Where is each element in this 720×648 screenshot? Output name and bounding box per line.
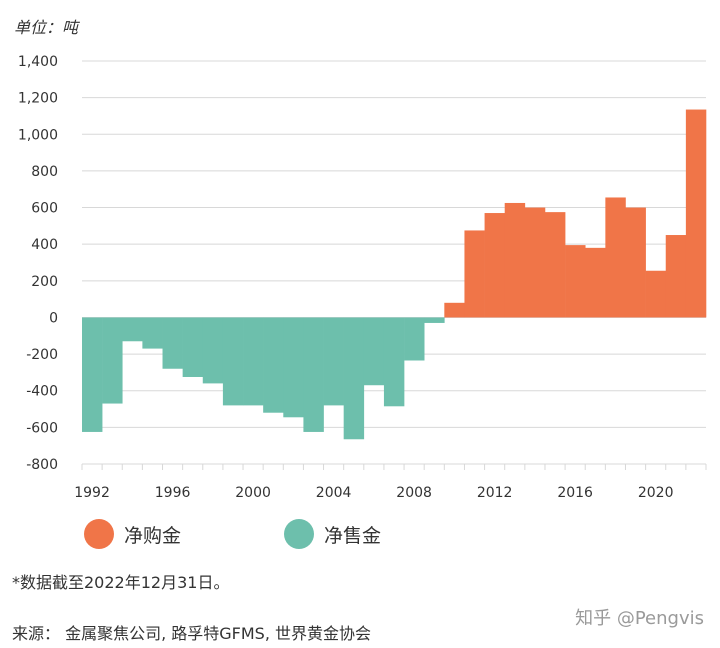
source-note: 来源： 金属聚焦公司, 路孚特GFMS, 世界黄金协会 bbox=[12, 624, 371, 643]
bar-2008 bbox=[404, 317, 425, 361]
bar-1998 bbox=[202, 317, 224, 384]
x-tick-label: 2016 bbox=[557, 485, 593, 501]
bar-2001 bbox=[263, 317, 284, 413]
bar-2017 bbox=[585, 247, 606, 318]
bar-2019 bbox=[625, 207, 646, 318]
legend-label-buy: 净购金 bbox=[124, 524, 182, 547]
bar-2004 bbox=[323, 317, 344, 406]
bar-1995 bbox=[142, 317, 163, 349]
bar-2003 bbox=[303, 317, 324, 432]
bar-2006 bbox=[363, 317, 385, 386]
y-tick-label: -200 bbox=[26, 347, 58, 363]
bar-1994 bbox=[122, 317, 143, 342]
watermark: 知乎 @Pengvis bbox=[575, 608, 704, 629]
bar-2015 bbox=[544, 212, 566, 318]
bar-2007 bbox=[383, 317, 405, 407]
x-tick-label: 1992 bbox=[74, 485, 110, 501]
y-tick-label: 1,400 bbox=[18, 54, 58, 70]
y-tick-label: -400 bbox=[26, 384, 58, 400]
x-tick-label: 1996 bbox=[155, 485, 191, 501]
legend-item-buy: 净购金 bbox=[84, 519, 181, 549]
bar-2022 bbox=[685, 109, 707, 318]
y-tick-label: 1,000 bbox=[18, 127, 58, 143]
unit-label: 单位：吨 bbox=[14, 18, 79, 37]
y-tick-label: 600 bbox=[31, 201, 58, 217]
net-gold-purchase-chart: 1,4001,2001,0008006004002000-200-400-600… bbox=[18, 54, 707, 501]
footnote: *数据截至2022年12月31日。 bbox=[12, 573, 230, 592]
bar-2000 bbox=[243, 317, 264, 406]
bars bbox=[82, 109, 707, 440]
y-tick-label: 400 bbox=[31, 237, 58, 253]
bar-1997 bbox=[182, 317, 204, 377]
x-tick-label: 2008 bbox=[396, 485, 432, 501]
bar-2016 bbox=[565, 245, 586, 318]
y-tick-label: 200 bbox=[31, 274, 58, 290]
x-tick-label: 2000 bbox=[235, 485, 271, 501]
bar-2002 bbox=[283, 317, 304, 418]
bar-2018 bbox=[605, 197, 626, 318]
y-tick-label: 0 bbox=[49, 310, 58, 326]
bar-2010 bbox=[444, 302, 465, 318]
bar-2014 bbox=[524, 207, 546, 318]
x-tick-label: 2004 bbox=[316, 485, 352, 501]
bar-1992 bbox=[82, 317, 103, 432]
bar-2005 bbox=[343, 317, 365, 440]
bar-2009 bbox=[424, 317, 445, 323]
x-tick-label: 2012 bbox=[477, 485, 513, 501]
bar-2021 bbox=[665, 235, 687, 318]
y-tick-label: -800 bbox=[26, 457, 58, 473]
y-tick-label: -600 bbox=[26, 420, 58, 436]
bar-2013 bbox=[504, 202, 526, 318]
bar-1996 bbox=[162, 317, 183, 369]
y-tick-label: 800 bbox=[31, 164, 58, 180]
x-tick-label: 2020 bbox=[638, 485, 674, 501]
y-tick-label: 1,200 bbox=[18, 91, 58, 107]
legend-swatch-sell bbox=[284, 519, 314, 549]
bar-1999 bbox=[222, 317, 244, 406]
x-tick-labels: 1992 1996 2000 2004 2008 2012 2016 2020 bbox=[74, 485, 673, 501]
bar-1993 bbox=[102, 317, 123, 404]
bar-2020 bbox=[645, 270, 667, 318]
x-tick-marks bbox=[81, 464, 707, 470]
legend-label-sell: 净售金 bbox=[324, 524, 382, 547]
bar-2011 bbox=[464, 230, 485, 318]
bar-2012 bbox=[484, 213, 506, 318]
legend-swatch-buy bbox=[84, 519, 114, 549]
y-tick-labels: 1,400 1,200 1,000 800 600 400 200 0 -200 -400 -600… bbox=[18, 54, 58, 473]
legend-item-sell: 净售金 bbox=[284, 519, 381, 549]
